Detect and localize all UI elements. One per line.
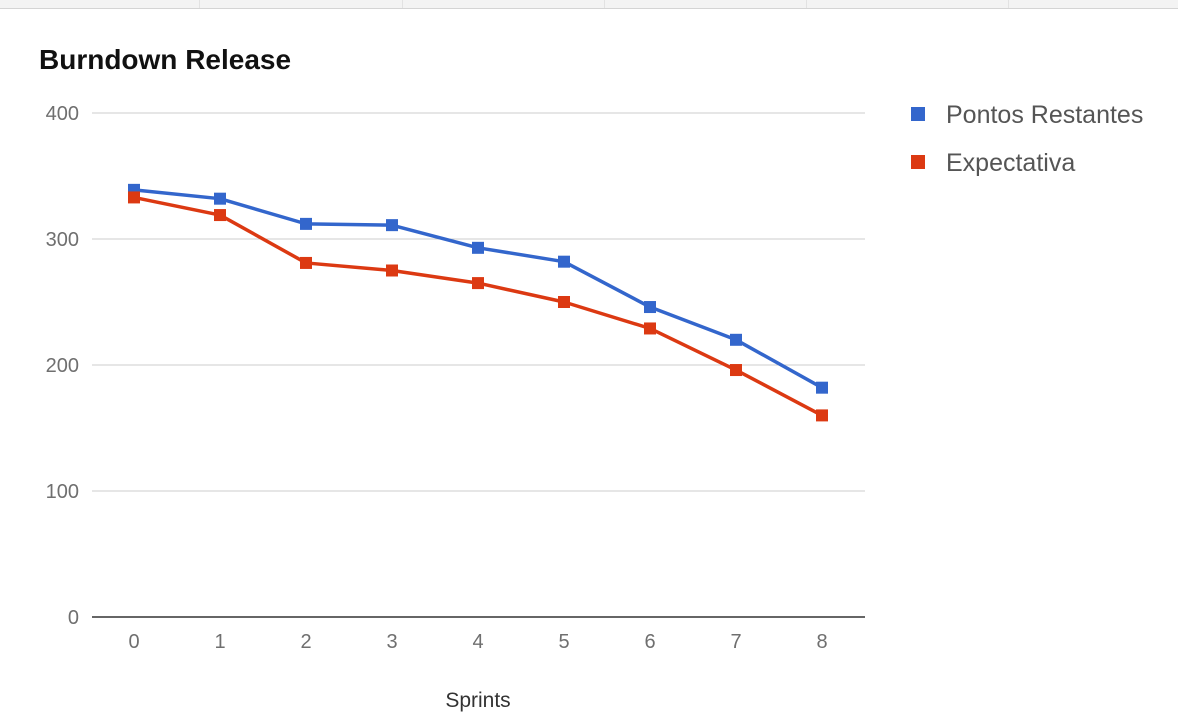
x-tick-label: 2 — [300, 631, 311, 653]
data-point-expectativa — [128, 191, 140, 204]
top-divider — [199, 0, 200, 8]
data-point-pontos-restantes — [730, 333, 742, 346]
x-tick-label: 0 — [128, 631, 139, 653]
legend-item-expectativa[interactable]: Expectativa — [911, 149, 1075, 177]
x-tick-label: 5 — [558, 631, 569, 653]
x-axis-ticks: 0 1 2 3 4 5 6 7 8 — [128, 631, 827, 653]
gridlines — [92, 112, 865, 618]
x-tick-label: 6 — [644, 631, 655, 653]
y-tick-label: 400 — [46, 103, 79, 125]
x-tick-label: 1 — [214, 631, 225, 653]
legend-swatch — [911, 107, 925, 121]
x-tick-label: 3 — [386, 631, 397, 653]
legend-swatch — [911, 155, 925, 169]
data-point-pontos-restantes — [816, 381, 828, 394]
data-point-expectativa — [644, 322, 656, 335]
top-divider — [806, 0, 807, 8]
legend-item-pontos-restantes[interactable]: Pontos Restantes — [911, 101, 1143, 129]
x-axis-title: Sprints — [445, 689, 510, 712]
data-point-expectativa — [386, 264, 398, 277]
data-point-pontos-restantes — [300, 217, 312, 230]
data-point-expectativa — [730, 364, 742, 377]
series-line-expectativa — [133, 195, 823, 417]
data-point-expectativa — [300, 256, 312, 269]
data-point-pontos-restantes — [644, 301, 656, 314]
top-divider — [1008, 0, 1009, 8]
x-tick-label: 4 — [472, 631, 483, 653]
data-point-pontos-restantes — [386, 219, 398, 232]
top-divider — [402, 0, 403, 8]
chart-title: Burndown Release — [39, 44, 291, 75]
data-point-expectativa — [558, 296, 570, 308]
top-divider — [604, 0, 605, 8]
x-tick-label: 7 — [730, 631, 741, 653]
data-series — [128, 183, 828, 422]
data-point-pontos-restantes — [214, 192, 226, 205]
y-tick-label: 200 — [46, 355, 79, 377]
y-tick-label: 100 — [46, 481, 79, 503]
data-point-expectativa — [472, 277, 484, 290]
data-point-pontos-restantes — [472, 241, 484, 254]
data-point-pontos-restantes — [558, 255, 570, 268]
series-expectativa — [128, 191, 828, 422]
y-axis-ticks: 0 100 200 300 400 — [46, 103, 79, 629]
legend-label: Pontos Restantes — [946, 101, 1143, 129]
data-point-expectativa — [816, 409, 828, 422]
y-tick-label: 300 — [46, 229, 79, 251]
legend[interactable]: Pontos Restantes Expectativa — [911, 101, 1143, 177]
window-top-strip — [0, 0, 1178, 8]
x-tick-label: 8 — [816, 631, 827, 653]
y-tick-label: 0 — [68, 607, 79, 629]
legend-label: Expectativa — [946, 149, 1075, 177]
data-point-expectativa — [214, 209, 226, 222]
